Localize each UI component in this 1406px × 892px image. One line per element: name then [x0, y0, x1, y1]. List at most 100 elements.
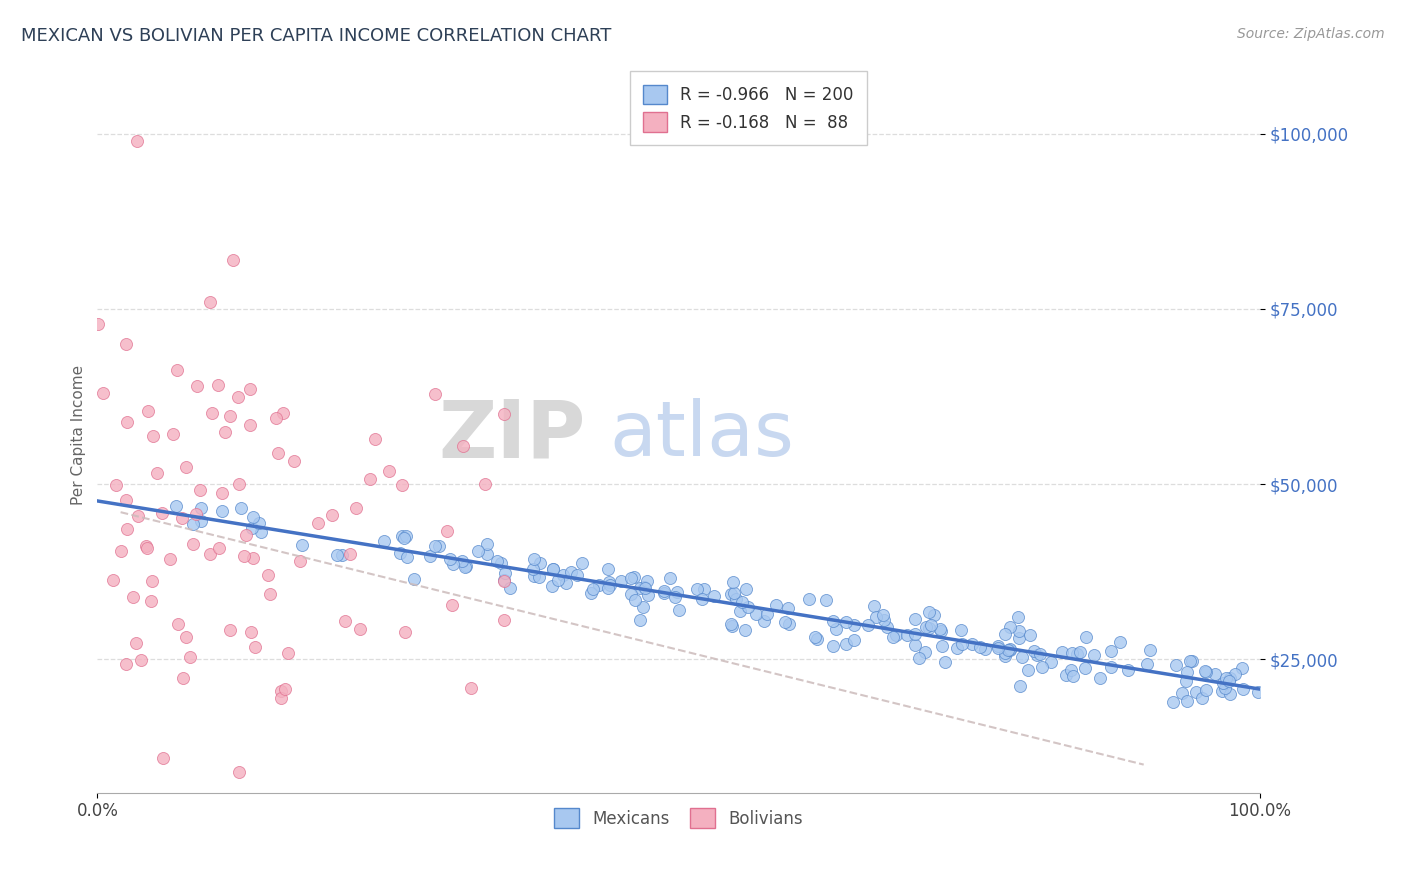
Point	[441, 599, 464, 613]
Point	[259, 587, 281, 601]
Point	[1215, 671, 1237, 685]
Point	[125, 636, 148, 650]
Point	[598, 574, 620, 589]
Point	[277, 646, 299, 660]
Point	[1010, 679, 1032, 693]
Point	[391, 529, 413, 543]
Point	[179, 649, 201, 664]
Point	[125, 134, 148, 148]
Point	[1247, 685, 1270, 699]
Point	[596, 582, 619, 596]
Point	[1116, 663, 1139, 677]
Point	[165, 500, 187, 514]
Point	[776, 600, 799, 615]
Point	[359, 472, 381, 486]
Text: ZIP: ZIP	[439, 396, 586, 474]
Point	[271, 406, 294, 420]
Point	[152, 750, 174, 764]
Point	[929, 622, 952, 636]
Point	[238, 382, 260, 396]
Point	[1050, 645, 1073, 659]
Point	[987, 641, 1010, 656]
Point	[998, 620, 1021, 634]
Point	[1194, 665, 1216, 679]
Point	[633, 581, 655, 595]
Point	[166, 363, 188, 377]
Point	[494, 574, 516, 588]
Point	[1161, 695, 1184, 709]
Point	[1099, 659, 1122, 673]
Point	[1060, 663, 1083, 677]
Point	[395, 528, 418, 542]
Point	[250, 525, 273, 540]
Point	[1164, 657, 1187, 672]
Point	[307, 516, 329, 530]
Point	[1031, 660, 1053, 674]
Y-axis label: Per Capita Income: Per Capita Income	[72, 365, 86, 505]
Point	[247, 516, 270, 530]
Point	[439, 552, 461, 566]
Point	[620, 587, 643, 601]
Point	[267, 445, 290, 459]
Point	[690, 592, 713, 607]
Point	[425, 386, 447, 401]
Point	[734, 582, 756, 596]
Point	[441, 557, 464, 571]
Point	[825, 622, 848, 636]
Point	[1232, 681, 1254, 696]
Point	[114, 657, 136, 672]
Point	[451, 438, 474, 452]
Point	[633, 580, 655, 594]
Point	[87, 317, 110, 331]
Point	[904, 626, 927, 640]
Point	[121, 590, 143, 604]
Point	[339, 547, 361, 561]
Point	[637, 589, 659, 603]
Point	[391, 478, 413, 492]
Point	[908, 651, 931, 665]
Point	[214, 425, 236, 440]
Point	[200, 294, 222, 309]
Point	[1062, 646, 1084, 660]
Point	[229, 501, 252, 516]
Point	[1074, 661, 1097, 675]
Point	[141, 594, 163, 608]
Point	[527, 570, 550, 584]
Point	[394, 532, 416, 546]
Point	[136, 403, 159, 417]
Point	[1181, 654, 1204, 668]
Point	[844, 617, 866, 632]
Point	[993, 648, 1015, 663]
Point	[242, 510, 264, 524]
Point	[150, 506, 173, 520]
Point	[494, 566, 516, 580]
Point	[1062, 669, 1084, 683]
Point	[1029, 648, 1052, 662]
Point	[529, 556, 551, 570]
Point	[1083, 648, 1105, 662]
Point	[541, 579, 564, 593]
Point	[181, 536, 204, 550]
Point	[181, 517, 204, 532]
Point	[167, 616, 190, 631]
Point	[201, 407, 224, 421]
Point	[270, 684, 292, 698]
Point	[232, 549, 254, 564]
Point	[264, 411, 287, 425]
Point	[159, 552, 181, 566]
Point	[1135, 657, 1157, 672]
Point	[1017, 663, 1039, 677]
Point	[865, 609, 887, 624]
Point	[110, 544, 132, 558]
Point	[734, 623, 756, 637]
Point	[804, 630, 827, 644]
Point	[115, 522, 138, 536]
Point	[842, 633, 865, 648]
Point	[228, 477, 250, 491]
Point	[929, 624, 952, 639]
Point	[190, 483, 212, 498]
Point	[270, 690, 292, 705]
Point	[628, 613, 651, 627]
Point	[91, 386, 114, 401]
Point	[219, 623, 242, 637]
